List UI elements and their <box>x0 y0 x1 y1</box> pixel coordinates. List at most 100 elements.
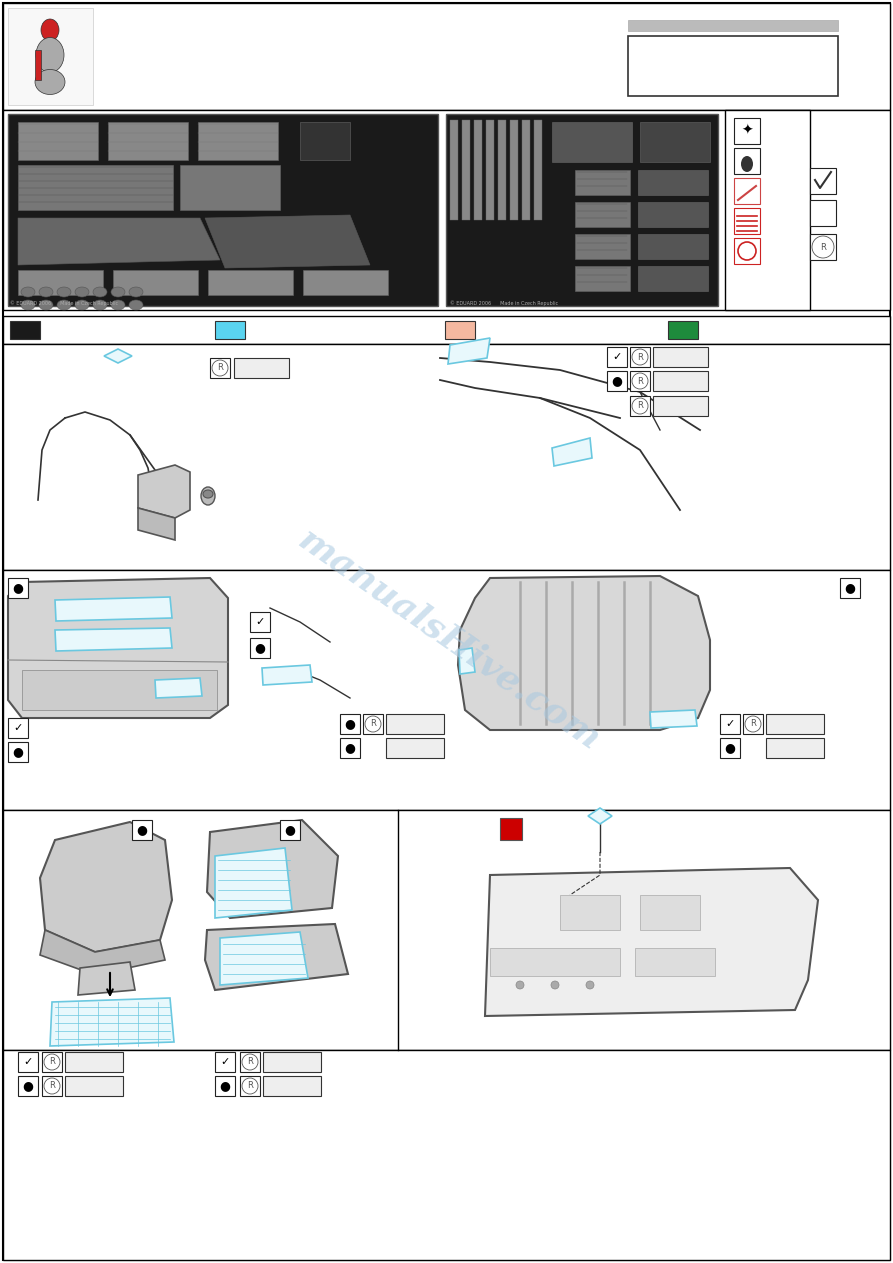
Bar <box>42 1076 62 1096</box>
Bar <box>8 114 438 306</box>
Text: ●: ● <box>255 642 265 654</box>
Bar <box>450 120 458 220</box>
Polygon shape <box>55 628 172 650</box>
Ellipse shape <box>93 301 107 309</box>
Bar <box>210 357 230 378</box>
Ellipse shape <box>203 490 213 498</box>
Bar <box>65 1076 123 1096</box>
Bar <box>653 347 708 368</box>
Bar <box>607 371 627 392</box>
Bar <box>3 3 890 110</box>
Bar <box>630 371 650 392</box>
Polygon shape <box>8 578 228 717</box>
Ellipse shape <box>586 981 594 989</box>
Text: ●: ● <box>22 1080 33 1092</box>
Bar <box>653 397 708 416</box>
Bar <box>734 208 760 234</box>
Bar <box>486 120 494 220</box>
Ellipse shape <box>129 287 143 297</box>
Polygon shape <box>485 868 818 1015</box>
Polygon shape <box>50 998 174 1046</box>
Text: ●: ● <box>345 741 355 754</box>
Bar <box>215 1076 235 1096</box>
Bar <box>446 114 718 306</box>
Text: © EDUARD 2006      Made in Czech Republic: © EDUARD 2006 Made in Czech Republic <box>450 301 558 306</box>
Bar <box>734 148 760 174</box>
Bar <box>3 570 890 810</box>
Bar <box>18 165 173 210</box>
Bar <box>240 1076 260 1096</box>
Bar <box>108 123 188 160</box>
Bar <box>18 1052 38 1072</box>
Text: ✓: ✓ <box>255 618 264 626</box>
Text: ✦: ✦ <box>741 124 753 138</box>
Bar <box>500 818 522 840</box>
Bar <box>8 578 28 597</box>
Bar <box>3 110 890 309</box>
Bar <box>628 37 838 96</box>
Bar <box>240 1052 260 1072</box>
Text: manualsHive.com: manualsHive.com <box>293 523 607 758</box>
Bar <box>734 178 760 205</box>
Polygon shape <box>552 438 592 466</box>
Text: R: R <box>217 364 223 373</box>
Bar <box>363 714 383 734</box>
Ellipse shape <box>111 301 125 309</box>
Text: ●: ● <box>137 823 147 836</box>
Bar <box>10 321 40 338</box>
Bar <box>534 120 542 220</box>
Bar <box>250 613 270 632</box>
Ellipse shape <box>36 38 64 72</box>
Bar <box>734 117 760 144</box>
Bar <box>630 347 650 368</box>
Bar <box>575 234 630 259</box>
Bar <box>215 321 245 338</box>
Polygon shape <box>458 576 710 730</box>
Bar <box>22 669 217 710</box>
Polygon shape <box>78 962 135 995</box>
Bar <box>8 8 93 105</box>
Polygon shape <box>104 349 132 362</box>
Bar <box>198 123 278 160</box>
Bar <box>263 1076 321 1096</box>
Text: R: R <box>370 720 376 729</box>
Bar <box>560 895 620 930</box>
Bar <box>720 738 740 758</box>
Text: ●: ● <box>845 581 855 595</box>
Bar <box>386 738 444 758</box>
Bar <box>766 738 824 758</box>
Bar <box>498 120 506 220</box>
Ellipse shape <box>57 301 71 309</box>
Bar <box>638 202 708 227</box>
Text: R: R <box>637 376 643 385</box>
Bar <box>575 266 630 290</box>
Bar <box>132 820 152 840</box>
Bar <box>234 357 289 378</box>
Bar <box>635 949 715 976</box>
Bar <box>3 344 890 570</box>
Polygon shape <box>40 930 165 975</box>
Ellipse shape <box>57 287 71 297</box>
Text: ●: ● <box>220 1080 230 1092</box>
Bar <box>303 270 388 296</box>
Ellipse shape <box>93 287 107 297</box>
Text: © EDUARD 2006      Made in Czech Republic: © EDUARD 2006 Made in Czech Republic <box>10 301 118 306</box>
Bar <box>653 371 708 392</box>
Ellipse shape <box>35 69 65 95</box>
Polygon shape <box>207 820 338 918</box>
Bar <box>3 316 890 344</box>
Polygon shape <box>650 710 697 727</box>
Bar <box>668 321 698 338</box>
Bar <box>630 397 650 416</box>
Text: ●: ● <box>724 741 736 754</box>
Bar <box>280 820 300 840</box>
Bar <box>510 120 518 220</box>
Text: R: R <box>49 1057 55 1066</box>
Polygon shape <box>205 925 348 990</box>
Polygon shape <box>220 932 308 985</box>
Bar <box>766 714 824 734</box>
Bar <box>35 51 41 80</box>
Text: ✓: ✓ <box>725 719 735 729</box>
Bar <box>386 714 444 734</box>
Bar <box>638 234 708 259</box>
